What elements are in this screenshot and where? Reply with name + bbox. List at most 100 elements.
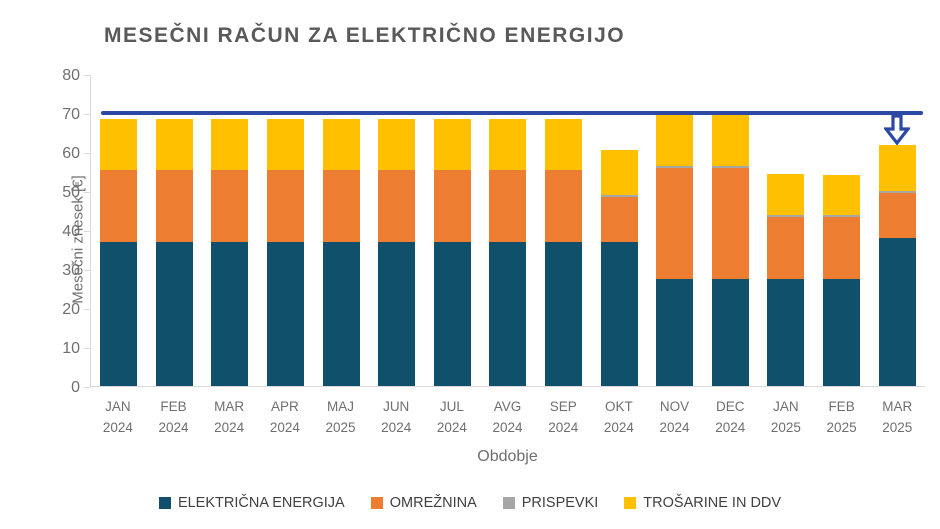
bar-segment [155, 241, 193, 386]
x-category-label: FEB 2025 [826, 399, 857, 435]
stacked-bar [211, 118, 249, 386]
bar-segment [267, 241, 305, 386]
legend-item: OMREŽNINA [370, 495, 477, 511]
stacked-bar [823, 175, 861, 386]
legend-label: PRISPEVKI [521, 495, 599, 511]
bar-segment [600, 196, 638, 242]
stacked-bar [878, 145, 916, 386]
x-category-label: JAN 2025 [770, 399, 801, 435]
bar-segment [656, 165, 694, 169]
stacked-bar [489, 118, 527, 386]
chart-title: MESEČNI RAČUN ZA ELEKTRIČNO ENERGIJO [104, 24, 626, 47]
bar-segment [600, 241, 638, 386]
x-category-label: DEC 2024 [715, 399, 746, 435]
bar-segment [878, 237, 916, 386]
y-tick-mark [84, 309, 90, 310]
y-tick-mark [84, 75, 90, 76]
x-axis-category-labels: JAN 2024 FEB 2024 MAR 2024 APR 2024 MAJ 2025 JUN 20… [90, 397, 925, 439]
x-category-label: APR 2024 [269, 399, 300, 435]
bar-segment [433, 118, 471, 171]
bar-segment [767, 215, 805, 218]
y-tick-label: 30 [62, 262, 80, 279]
legend-label: ELEKTRIČNA ENERGIJA [177, 495, 345, 511]
bar-segment [711, 165, 749, 169]
stacked-bar [267, 118, 305, 386]
bar-segment [211, 241, 249, 386]
stacked-bar [155, 118, 193, 386]
x-category-label: JUL 2024 [436, 399, 467, 435]
legend-item: ELEKTRIČNA ENERGIJA [158, 495, 345, 511]
y-tick-mark [84, 387, 90, 388]
y-tick-label: 50 [62, 184, 80, 201]
bar-segment [100, 170, 138, 242]
bar-slot-jun-2024 [369, 75, 425, 386]
y-tick-label: 10 [62, 340, 80, 357]
bar-segment [656, 168, 694, 279]
bar-segment [600, 150, 638, 196]
bar-segment [155, 170, 193, 242]
y-tick-label: 40 [62, 223, 80, 240]
stacked-bar [100, 118, 138, 386]
x-category-label: NOV 2024 [659, 399, 690, 435]
legend-swatch-icon [502, 497, 515, 509]
x-category-label: AVG 2024 [492, 399, 523, 435]
y-tick-mark [84, 270, 90, 271]
bar-slot-feb-2025 [814, 75, 870, 386]
bar-slot-avg-2024 [480, 75, 536, 386]
y-tick-label: 60 [62, 145, 80, 162]
stacked-bar [545, 118, 583, 386]
stacked-bar [378, 118, 416, 386]
x-category-label: MAR 2024 [214, 399, 245, 435]
bar-segment [322, 170, 360, 242]
bar-slot-jul-2024 [425, 75, 481, 386]
legend-swatch-icon [370, 497, 383, 509]
x-category-label: SEP 2024 [548, 399, 579, 435]
stacked-bar [711, 114, 749, 386]
legend-swatch-icon [158, 497, 171, 509]
bar-segment [823, 175, 861, 216]
legend-item: TROŠARINE IN DDV [624, 495, 781, 511]
y-tick-label: 80 [62, 67, 80, 84]
bar-slot-sep-2024 [536, 75, 592, 386]
bar-segment [711, 168, 749, 279]
bar-segment [767, 174, 805, 216]
stacked-bar [656, 113, 694, 386]
stacked-bar [600, 150, 638, 386]
legend-item: PRISPEVKI [502, 495, 599, 511]
y-tick-mark [84, 348, 90, 349]
bar-segment [878, 145, 916, 191]
bar-segment [267, 118, 305, 171]
reference-line [101, 110, 923, 115]
x-category-label: MAJ 2025 [325, 399, 356, 435]
bar-segment [211, 170, 249, 242]
y-tick-mark [84, 231, 90, 232]
bar-segment [600, 195, 638, 197]
bar-slot-feb-2024 [147, 75, 203, 386]
y-tick-mark [84, 153, 90, 154]
bar-slot-nov-2024 [647, 75, 703, 386]
bar-segment [823, 278, 861, 386]
bar-slot-dec-2024 [703, 75, 759, 386]
bar-slot-mar-2025 [869, 75, 925, 386]
x-category-label: JAN 2024 [102, 399, 133, 435]
bar-segment [545, 118, 583, 171]
bar-slot-apr-2024 [258, 75, 314, 386]
bar-segment [823, 217, 861, 279]
y-tick-label: 70 [62, 106, 80, 123]
x-category-label: JUN 2024 [381, 399, 412, 435]
stacked-bar [433, 118, 471, 386]
x-category-label: OKT 2024 [603, 399, 634, 435]
bar-segment [878, 190, 916, 193]
bar-segment [767, 217, 805, 279]
y-tick-label: 0 [71, 379, 80, 396]
bar-segment [711, 278, 749, 386]
chart-legend: ELEKTRIČNA ENERGIJA OMREŽNINA PRISPEVKI TRO… [0, 495, 940, 511]
x-category-label: FEB 2024 [158, 399, 189, 435]
y-tick-mark [84, 114, 90, 115]
stacked-bar [322, 118, 360, 386]
bar-segment [823, 215, 861, 218]
bar-segment [545, 241, 583, 386]
y-tick-mark [84, 192, 90, 193]
bar-segment [767, 278, 805, 386]
bar-segment [100, 118, 138, 171]
